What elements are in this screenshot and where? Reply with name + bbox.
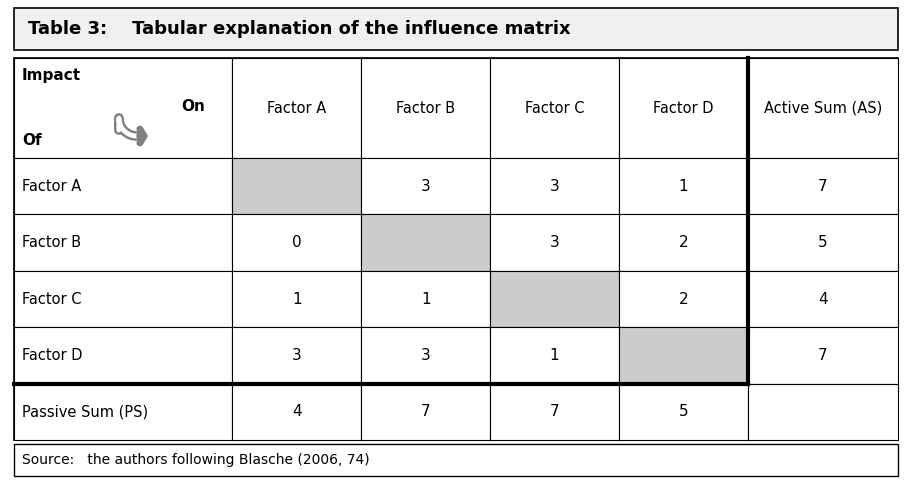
Text: Factor B: Factor B bbox=[395, 101, 455, 116]
Text: Factor D: Factor D bbox=[22, 348, 82, 363]
Bar bbox=[14, 214, 232, 271]
Bar bbox=[489, 58, 619, 158]
Bar bbox=[619, 158, 747, 214]
Bar bbox=[14, 8, 897, 50]
Bar bbox=[14, 444, 897, 476]
Text: Source:   the authors following Blasche (2006, 74): Source: the authors following Blasche (2… bbox=[22, 453, 369, 467]
Bar bbox=[232, 327, 361, 383]
Bar bbox=[489, 214, 619, 271]
Text: 7: 7 bbox=[421, 404, 430, 419]
Bar bbox=[489, 327, 619, 383]
Text: 5: 5 bbox=[678, 404, 688, 419]
Text: Factor B: Factor B bbox=[22, 235, 81, 250]
Bar bbox=[14, 383, 232, 440]
Text: 1: 1 bbox=[678, 179, 688, 194]
Text: 3: 3 bbox=[549, 179, 558, 194]
Bar bbox=[747, 214, 897, 271]
Bar bbox=[361, 271, 489, 327]
Bar bbox=[232, 158, 361, 214]
Text: 7: 7 bbox=[549, 404, 558, 419]
Text: Impact: Impact bbox=[22, 68, 81, 83]
Text: 4: 4 bbox=[292, 404, 302, 419]
Text: Table 3:    Tabular explanation of the influence matrix: Table 3: Tabular explanation of the infl… bbox=[28, 20, 570, 38]
Text: Of: Of bbox=[22, 133, 42, 148]
Text: Factor C: Factor C bbox=[524, 101, 584, 116]
Bar bbox=[361, 327, 489, 383]
Bar bbox=[232, 58, 361, 158]
Bar bbox=[747, 158, 897, 214]
Bar bbox=[489, 271, 619, 327]
Text: 4: 4 bbox=[817, 292, 827, 307]
Bar bbox=[489, 158, 619, 214]
Text: Passive Sum (PS): Passive Sum (PS) bbox=[22, 404, 148, 419]
Bar bbox=[489, 383, 619, 440]
Bar bbox=[232, 383, 361, 440]
Bar bbox=[361, 383, 489, 440]
Bar bbox=[361, 214, 489, 271]
Text: 1: 1 bbox=[421, 292, 430, 307]
Text: 0: 0 bbox=[292, 235, 302, 250]
Text: Factor D: Factor D bbox=[652, 101, 713, 116]
Bar bbox=[747, 383, 897, 440]
Bar bbox=[361, 58, 489, 158]
Bar bbox=[232, 214, 361, 271]
Bar bbox=[361, 158, 489, 214]
Text: Factor C: Factor C bbox=[22, 292, 81, 307]
Text: 2: 2 bbox=[678, 292, 688, 307]
Text: On: On bbox=[181, 99, 205, 114]
Bar bbox=[619, 271, 747, 327]
Bar bbox=[14, 58, 897, 440]
Text: 2: 2 bbox=[678, 235, 688, 250]
Text: 3: 3 bbox=[292, 348, 302, 363]
Text: 3: 3 bbox=[420, 348, 430, 363]
Bar bbox=[14, 58, 232, 158]
Text: 1: 1 bbox=[549, 348, 558, 363]
Bar bbox=[619, 327, 747, 383]
Text: 3: 3 bbox=[420, 179, 430, 194]
Bar bbox=[14, 271, 232, 327]
Bar bbox=[14, 158, 232, 214]
Text: Factor A: Factor A bbox=[22, 179, 81, 194]
Bar bbox=[619, 383, 747, 440]
Text: 7: 7 bbox=[817, 348, 827, 363]
Text: Active Sum (AS): Active Sum (AS) bbox=[763, 101, 881, 116]
Bar bbox=[619, 214, 747, 271]
Text: 5: 5 bbox=[817, 235, 827, 250]
Text: 7: 7 bbox=[817, 179, 827, 194]
Bar bbox=[747, 327, 897, 383]
Text: Factor A: Factor A bbox=[267, 101, 326, 116]
Bar bbox=[619, 58, 747, 158]
Bar bbox=[747, 271, 897, 327]
Text: 1: 1 bbox=[292, 292, 302, 307]
Bar bbox=[232, 271, 361, 327]
Bar bbox=[747, 58, 897, 158]
Text: 3: 3 bbox=[549, 235, 558, 250]
Bar bbox=[14, 327, 232, 383]
